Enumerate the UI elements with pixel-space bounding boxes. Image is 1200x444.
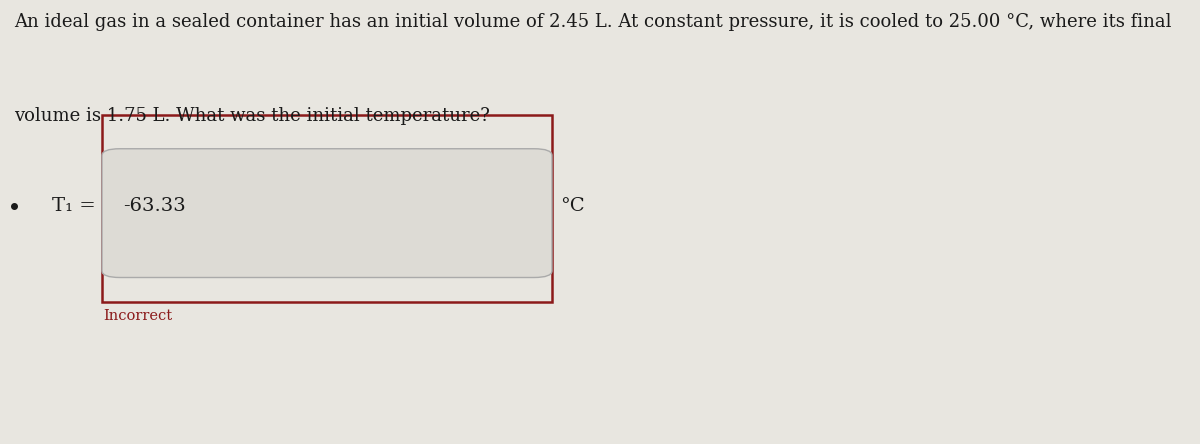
FancyBboxPatch shape — [102, 149, 552, 278]
Text: -63.33: -63.33 — [124, 198, 186, 215]
Text: An ideal gas in a sealed container has an initial volume of 2.45 L. At constant : An ideal gas in a sealed container has a… — [14, 13, 1172, 32]
Text: T₁ =: T₁ = — [53, 198, 96, 215]
Text: volume is 1.75 L. What was the initial temperature?: volume is 1.75 L. What was the initial t… — [14, 107, 491, 125]
Text: Incorrect: Incorrect — [103, 309, 173, 323]
FancyBboxPatch shape — [102, 115, 552, 302]
Text: °C: °C — [560, 198, 586, 215]
